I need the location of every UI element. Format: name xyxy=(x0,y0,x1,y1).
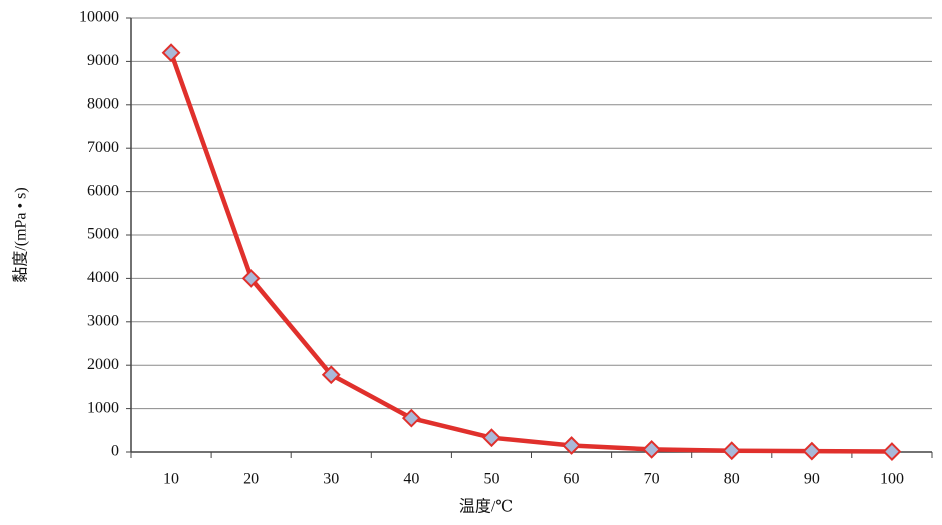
y-axis-label: 黏度/(mPa • s) xyxy=(12,187,30,282)
y-tick-label: 3000 xyxy=(87,312,119,329)
y-tick-label: 8000 xyxy=(87,95,119,112)
data-point xyxy=(321,365,341,385)
series-line xyxy=(168,51,892,454)
x-tick-label: 30 xyxy=(323,471,339,488)
data-point xyxy=(161,43,181,63)
x-tick-label: 50 xyxy=(483,471,499,488)
x-tick-label: 20 xyxy=(243,471,259,488)
x-tick-label: 10 xyxy=(163,471,179,488)
x-axis-label: 温度/℃ xyxy=(459,498,513,516)
y-tick-label: 9000 xyxy=(87,52,119,69)
data-point xyxy=(642,439,662,459)
y-tick-label: 6000 xyxy=(87,182,119,199)
x-tick-label: 90 xyxy=(804,471,820,488)
y-tick-label: 2000 xyxy=(87,356,119,373)
x-tick-label: 80 xyxy=(724,471,740,488)
data-point xyxy=(401,408,421,428)
y-tick-label: 1000 xyxy=(87,399,119,416)
y-tick-label: 7000 xyxy=(87,139,119,156)
data-point xyxy=(722,441,742,461)
data-point xyxy=(802,441,822,461)
y-tick-label: 4000 xyxy=(87,269,119,286)
y-tick-label: 5000 xyxy=(87,226,119,243)
data-point xyxy=(562,436,581,455)
y-tick-label: 10000 xyxy=(79,9,119,26)
x-tick-label: 40 xyxy=(403,471,419,488)
x-tick-label: 70 xyxy=(644,471,660,488)
x-tick-label: 100 xyxy=(880,471,904,488)
y-tick-label: 0 xyxy=(111,443,119,460)
data-point xyxy=(482,428,501,448)
x-tick-label: 60 xyxy=(564,471,580,488)
data-point xyxy=(241,268,261,288)
data-point xyxy=(882,442,902,461)
